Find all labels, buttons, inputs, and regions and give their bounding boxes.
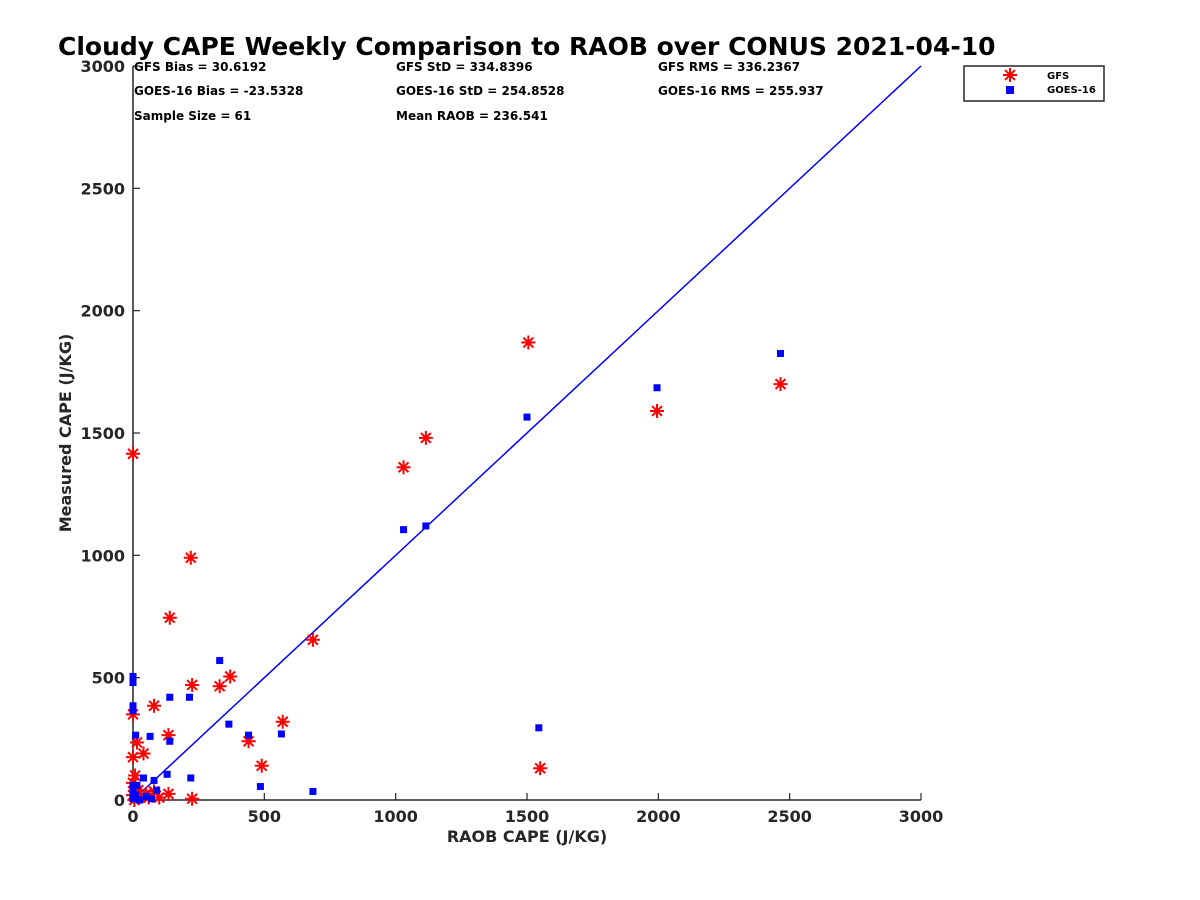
one-to-one-reference-line (132, 65, 922, 801)
legend: GFS GOES-16 (963, 65, 1105, 102)
gfs-point (212, 679, 227, 694)
x-tick-label: 0 (127, 807, 138, 826)
y-tick-label: 3000 (80, 57, 125, 76)
gfs-point (185, 791, 200, 806)
gfs-point (129, 735, 144, 750)
legend-gfs-asterisk (1003, 68, 1017, 82)
goes-16-point (129, 702, 137, 710)
goes-16-point (163, 770, 171, 778)
gfs-point (241, 734, 256, 749)
y-tick-label: 0 (114, 791, 125, 810)
y-tick-label: 2000 (80, 302, 125, 321)
goes-16-point (129, 781, 137, 789)
gfs-point (126, 750, 140, 765)
gfs-point (126, 707, 140, 722)
y-tick-label: 2500 (80, 179, 125, 198)
gfs-point (650, 403, 665, 418)
chart-title: Cloudy CAPE Weekly Comparison to RAOB ov… (58, 32, 996, 61)
goes-16-point (523, 413, 531, 421)
gfs-point (183, 550, 198, 565)
x-tick-label: 2500 (767, 807, 812, 826)
legend-goes-16-marker (1006, 86, 1014, 94)
gfs-point (305, 632, 320, 647)
legend-box (963, 65, 1105, 102)
x-tick-label: 1500 (505, 807, 550, 826)
goes-16-point (132, 731, 140, 739)
gfs-point (185, 678, 200, 693)
legend-goes-16-label: GOES-16 (1047, 85, 1096, 96)
stat-goes-bias: GOES-16 Bias = -23.5328 (134, 84, 303, 98)
gfs-point (131, 783, 146, 798)
goes-16-point (147, 795, 155, 803)
y-axis-label: Measured CAPE (J/KG) (56, 334, 75, 533)
gfs-point (161, 728, 176, 743)
y-tick-label: 1500 (80, 424, 125, 443)
goes-16-point (245, 731, 253, 739)
goes-16-point (422, 522, 430, 530)
stat-goes-std: GOES-16 StD = 254.8528 (396, 84, 565, 98)
goes-16-point (129, 679, 137, 687)
stat-mean-raob: Mean RAOB = 236.541 (396, 109, 548, 123)
stat-gfs-bias: GFS Bias = 30.6192 (134, 60, 266, 74)
gfs-point (128, 768, 143, 783)
goes-16-point (129, 672, 137, 680)
stat-goes-rms: GOES-16 RMS = 255.937 (658, 84, 824, 98)
gfs-point (773, 377, 788, 392)
legend-gfs-marker (1003, 68, 1017, 82)
gfs-point (136, 746, 151, 761)
goes-16-point (185, 693, 193, 701)
gfs-point (147, 698, 162, 713)
gfs-point (254, 758, 269, 773)
stat-gfs-std: GFS StD = 334.8396 (396, 60, 533, 74)
goes-16-point (150, 776, 158, 784)
y-tick-label: 1000 (80, 546, 125, 565)
axis-ticks: 0 500 1000 1500 2000 2500 3000 0 500 1000 1500 2000… (80, 57, 943, 826)
goes-16-point (129, 707, 137, 715)
gfs-point (396, 460, 411, 475)
x-tick-label: 3000 (899, 807, 944, 826)
goes-16-point (653, 384, 661, 392)
goes-16-point (277, 730, 285, 738)
goes-16-point (309, 787, 317, 795)
y-tick-label: 500 (92, 669, 125, 688)
goes-16-point (132, 791, 140, 799)
goes-16-point (216, 657, 224, 665)
goes-16-point (133, 781, 141, 789)
goes-16-point (166, 737, 174, 745)
gfs-point (533, 761, 548, 776)
goes-16-point (225, 720, 233, 728)
goes-16-point (166, 693, 174, 701)
gfs-point (275, 714, 290, 729)
goes-16-point (187, 774, 195, 782)
goes-16-point (136, 796, 144, 804)
goes-16-point (535, 724, 543, 732)
goes-16-point (129, 795, 137, 803)
goes-16-point (400, 526, 408, 534)
goes-16-point (142, 792, 150, 800)
gfs-point (152, 790, 167, 805)
gfs-series (126, 335, 788, 807)
stat-gfs-rms: GFS RMS = 336.2367 (658, 60, 800, 74)
x-axis-label: RAOB CAPE (J/KG) (447, 827, 607, 846)
gfs-point (162, 610, 177, 625)
goes-16-point (256, 783, 264, 791)
stat-sample-size: Sample Size = 61 (134, 109, 251, 123)
gfs-point (223, 669, 238, 684)
x-tick-label: 1000 (373, 807, 418, 826)
goes-16-point (776, 349, 784, 357)
goes-16-point (140, 774, 148, 782)
goes-16-series (129, 349, 784, 804)
gfs-point (418, 430, 433, 445)
goes-16-point (146, 732, 154, 740)
x-tick-label: 2000 (636, 807, 681, 826)
goes-16-point (153, 786, 161, 794)
gfs-point (161, 786, 176, 801)
legend-gfs-label: GFS (1047, 71, 1069, 82)
gfs-point (521, 335, 536, 350)
goes-16-point (129, 786, 137, 794)
x-tick-label: 500 (248, 807, 281, 826)
gfs-point (126, 446, 140, 461)
